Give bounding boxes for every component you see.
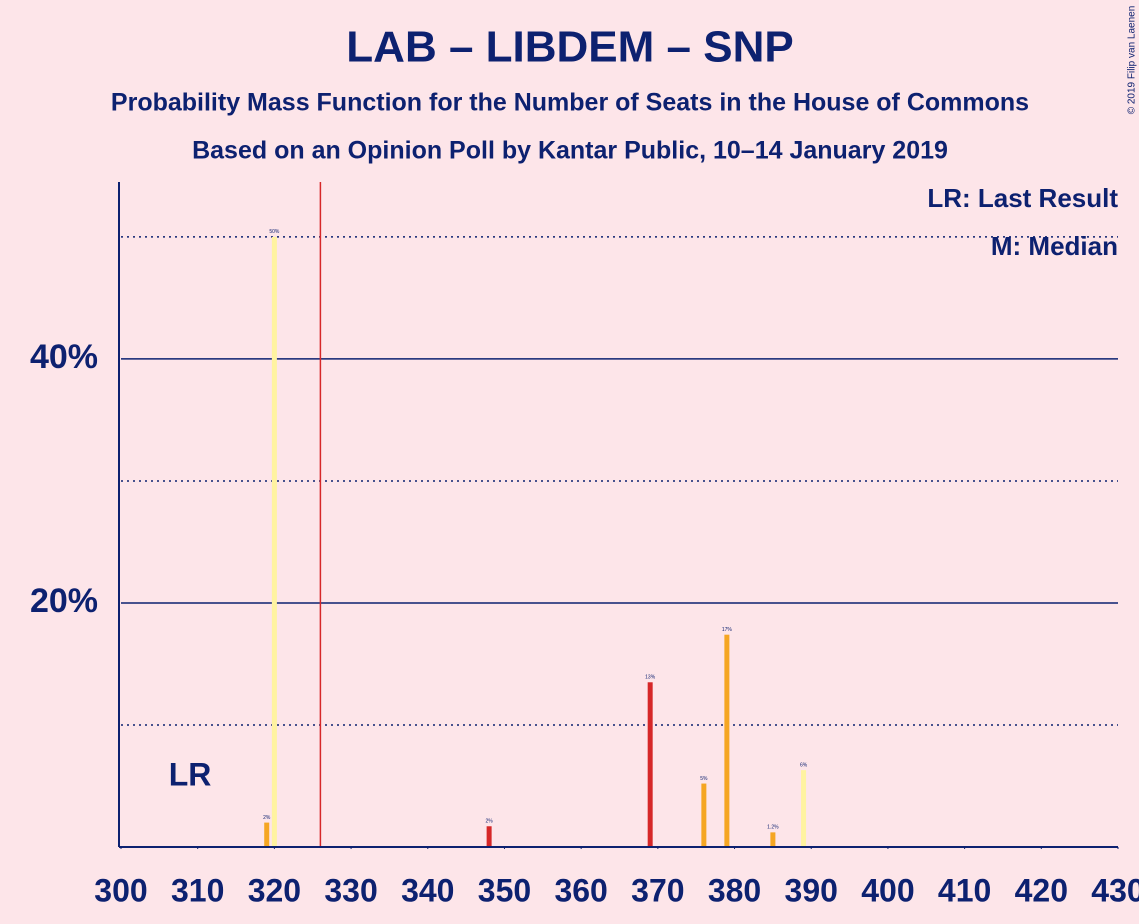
x-tick-label: 410 [938, 872, 991, 908]
value-label: 13% [645, 675, 656, 681]
x-tick-label: 430 [1091, 872, 1139, 908]
x-tick-label: 370 [631, 872, 684, 908]
bar [770, 832, 776, 847]
x-tick-label: 330 [324, 872, 377, 908]
x-tick-label: 390 [785, 872, 838, 908]
x-tick-label: 400 [861, 872, 914, 908]
chart-subtitle: Based on an Opinion Poll by Kantar Publi… [192, 137, 948, 165]
value-label: 50% [269, 229, 280, 235]
bar [647, 682, 653, 847]
value-label: 2% [263, 815, 271, 821]
value-label: 2% [486, 819, 494, 825]
y-tick-label: 20% [30, 582, 98, 620]
chart-title: LAB – LIBDEM – SNP [346, 23, 793, 72]
legend-note: LR: Last Result [927, 183, 1118, 213]
x-tick-label: 420 [1015, 872, 1068, 908]
x-tick-label: 360 [554, 872, 607, 908]
last-result-label: LR [169, 756, 212, 792]
value-label: 17% [722, 627, 733, 633]
x-tick-label: 320 [248, 872, 301, 908]
bar [801, 770, 807, 847]
bar [271, 236, 277, 847]
copyright: © 2019 Filip van Laenen [1127, 6, 1138, 115]
bar [486, 826, 492, 847]
value-label: 5% [700, 776, 708, 782]
x-tick-label: 350 [478, 872, 531, 908]
value-label: 1.2% [767, 825, 779, 831]
bar [701, 783, 707, 847]
bar [264, 822, 270, 847]
x-tick-label: 380 [708, 872, 761, 908]
bar [724, 634, 730, 847]
legend-note: M: Median [991, 231, 1118, 261]
value-label: 6% [800, 762, 808, 768]
chart-subtitle: Probability Mass Function for the Number… [111, 89, 1029, 117]
x-tick-label: 340 [401, 872, 454, 908]
x-tick-label: 300 [94, 872, 147, 908]
y-tick-label: 40% [30, 338, 98, 376]
x-tick-label: 310 [171, 872, 224, 908]
